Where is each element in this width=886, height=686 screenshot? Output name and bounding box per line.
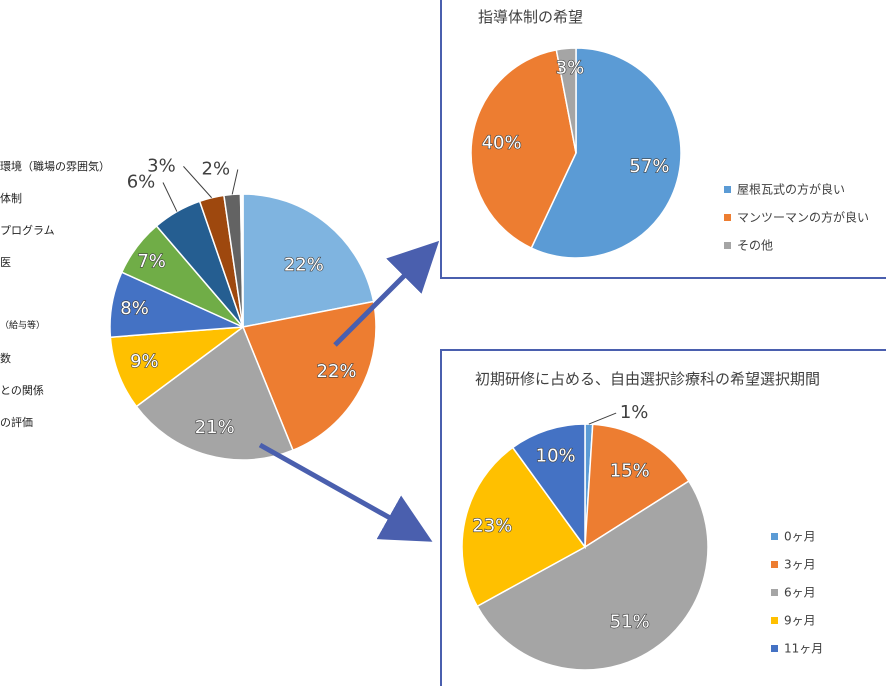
chart-title-top: 指導体制の希望 — [478, 8, 583, 26]
legend-label: マンツーマンの方が良い — [737, 210, 869, 225]
left-legend-item: との関係 — [0, 384, 44, 397]
data-label: 1% — [620, 402, 649, 423]
pie-slice — [476, 480, 709, 671]
data-label: 9% — [130, 351, 159, 372]
legend-label: 11ヶ月 — [784, 642, 823, 656]
leader-line — [231, 169, 239, 195]
data-label: 40% — [482, 133, 522, 154]
leader-line — [162, 182, 178, 212]
data-label: 3% — [147, 155, 176, 176]
left-legend-item: （給与等） — [0, 321, 46, 331]
data-label: 22% — [317, 361, 357, 382]
data-label: 2% — [202, 158, 231, 179]
pie-slice — [239, 193, 244, 328]
left-legend-item: 医 — [0, 256, 11, 269]
pie-slice — [461, 446, 587, 608]
leader-line — [183, 166, 213, 199]
pie-slice — [584, 423, 690, 549]
data-label: 6% — [127, 171, 156, 192]
data-label: 7% — [137, 251, 166, 272]
pie-chart-left: 22% 22% 21% 9% 8% 7% 6%3% 2% — [109, 155, 377, 461]
pie-slice — [470, 48, 577, 250]
data-label: 22% — [284, 254, 324, 275]
bottom-right-frame — [440, 349, 886, 686]
legend-swatch — [724, 186, 731, 193]
legend-swatch — [724, 214, 731, 221]
pie-slice — [530, 47, 682, 259]
legend-swatch — [771, 617, 778, 624]
top-right-frame — [440, 0, 886, 279]
pie-slice — [555, 47, 577, 154]
data-label: 21% — [195, 417, 235, 438]
chart-title-bottom: 初期研修に占める、自由選択診療科の希望選択期間 — [475, 370, 820, 388]
legend-label: 6ヶ月 — [784, 586, 816, 600]
arrow-to-top-chart — [333, 240, 440, 347]
pie-chart-bottom-right: 1% 15% 51% 23% 10% — [461, 402, 709, 671]
data-label: 8% — [120, 298, 149, 319]
legend-swatch — [771, 533, 778, 540]
data-label: 10% — [536, 446, 576, 467]
legend-label: 9ヶ月 — [784, 614, 816, 628]
legend-label: 0ヶ月 — [784, 530, 816, 544]
data-label: 51% — [610, 612, 650, 633]
legend-label: 3ヶ月 — [784, 558, 816, 572]
legend-bottom-right: 0ヶ月 3ヶ月 6ヶ月 9ヶ月 11ヶ月 — [771, 530, 823, 656]
legend-swatch — [724, 242, 731, 249]
legend-label: 屋根瓦式の方が良い — [737, 182, 845, 197]
data-label: 23% — [472, 515, 512, 536]
legend-swatch — [771, 589, 778, 596]
data-label: 3% — [556, 57, 585, 78]
leader-line — [588, 412, 617, 425]
left-legend-item: の評価 — [0, 416, 33, 429]
left-legend-item: プログラム — [0, 224, 55, 237]
pie-slice — [242, 193, 375, 328]
left-legend-item: 環境（職場の雰囲気） — [0, 160, 110, 173]
pie-chart-top-right: 57% 40% 3% — [470, 47, 682, 259]
left-legend-item: 数 — [0, 352, 11, 365]
data-label: 57% — [629, 156, 669, 177]
legend-label: その他 — [737, 239, 773, 253]
data-label: 15% — [610, 460, 650, 481]
left-legend-item: 体制 — [0, 192, 22, 205]
arrow-to-bottom-chart — [258, 442, 433, 542]
legend-swatch — [771, 561, 778, 568]
pie-slice — [511, 423, 586, 550]
legend-swatch — [771, 645, 778, 652]
